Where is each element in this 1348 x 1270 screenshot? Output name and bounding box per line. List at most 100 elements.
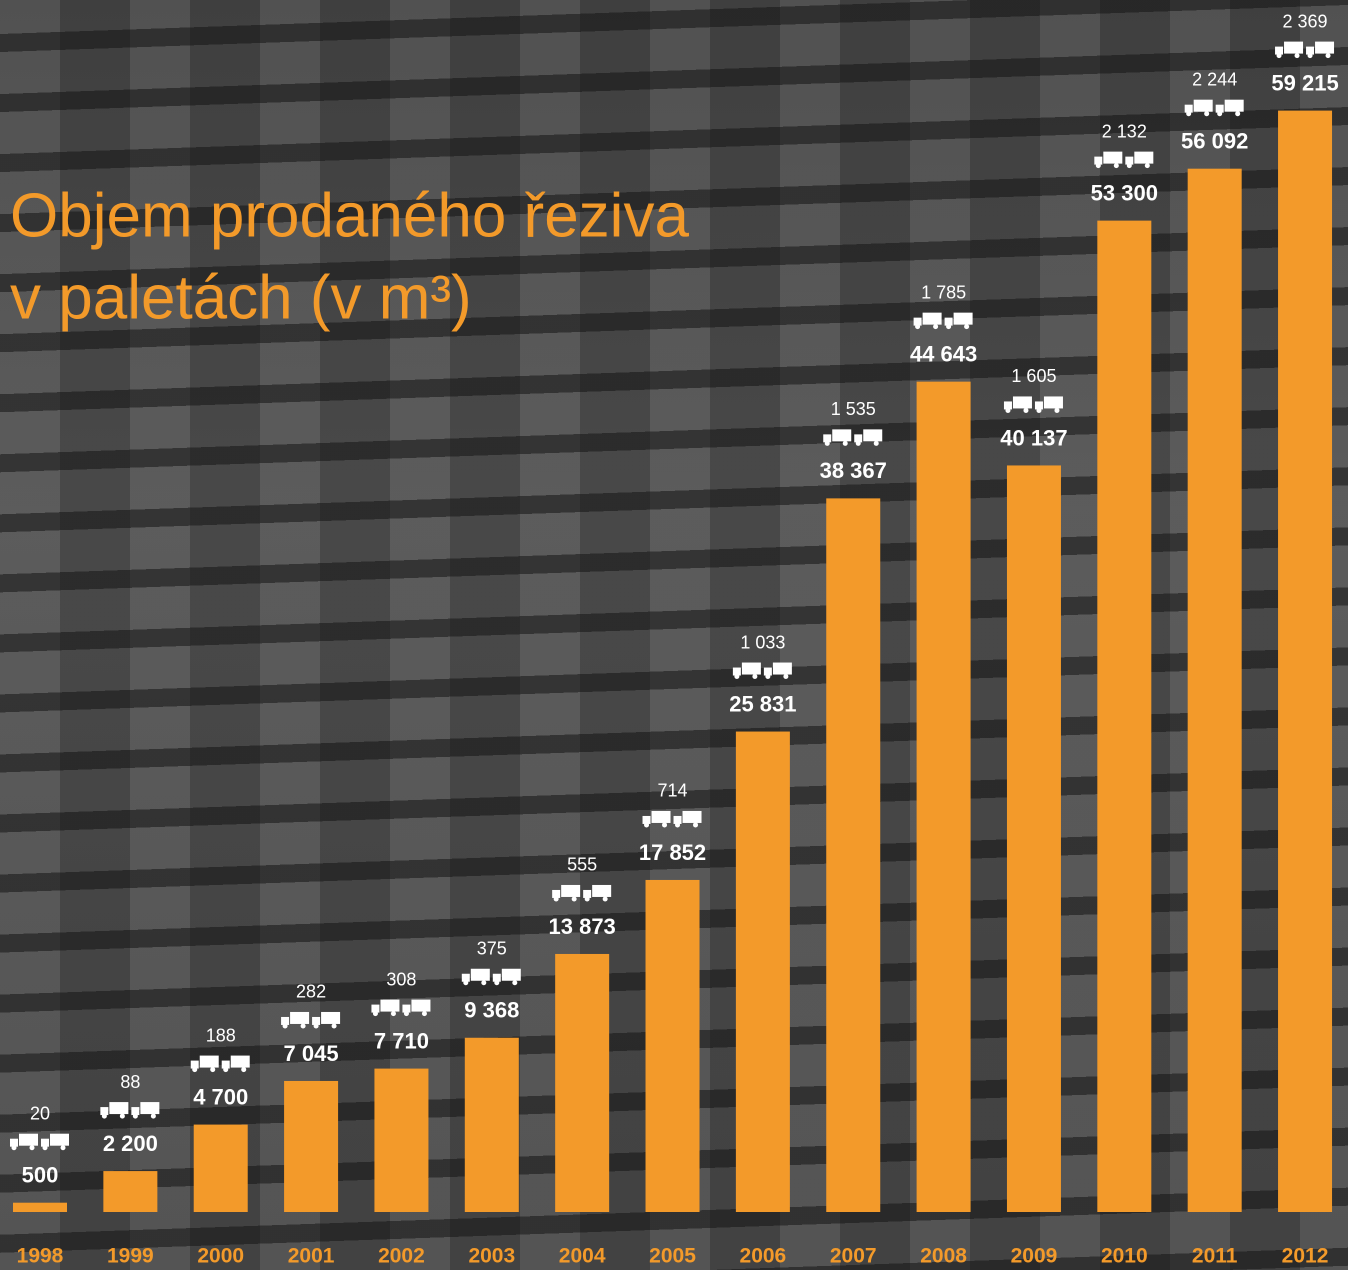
truck-icon <box>1275 41 1335 59</box>
truck-box <box>922 312 942 325</box>
x-tick-label: 1998 <box>17 1245 64 1268</box>
truck-box <box>199 1055 219 1068</box>
truck-wheel <box>223 1067 229 1073</box>
truck-box <box>230 1055 250 1068</box>
truck-box <box>50 1133 69 1146</box>
x-tick-label: 2005 <box>649 1245 696 1268</box>
truck-count-label: 375 <box>477 939 507 959</box>
truck-wheel <box>842 440 848 446</box>
truck-cab <box>1215 104 1224 113</box>
truck-icon <box>913 312 973 330</box>
bar <box>1278 110 1333 1213</box>
value-label: 7 045 <box>284 1041 339 1066</box>
truck-cab <box>642 815 651 824</box>
truck-wheel <box>1005 407 1011 413</box>
truck-count-label: 2 244 <box>1192 69 1237 89</box>
truck-cab <box>221 1060 230 1069</box>
truck-box <box>411 999 431 1012</box>
truck-wheel <box>494 980 500 986</box>
truck-cab <box>190 1060 199 1069</box>
truck-box <box>772 662 792 675</box>
truck-box <box>1315 41 1335 54</box>
bar <box>645 879 700 1212</box>
value-label: 17 852 <box>639 840 706 865</box>
truck-box <box>1134 151 1154 164</box>
x-tick-label: 2004 <box>559 1245 606 1268</box>
truck-wheel <box>101 1113 107 1119</box>
truck-cab <box>583 889 592 898</box>
truck-cab <box>1184 104 1193 113</box>
truck-box <box>561 884 581 897</box>
bar <box>555 953 610 1212</box>
bar <box>1006 465 1061 1213</box>
truck-icon <box>100 1102 160 1119</box>
truck-icon <box>823 429 883 446</box>
x-tick-label: 2010 <box>1101 1245 1148 1268</box>
value-label: 2 200 <box>103 1131 158 1156</box>
truck-cab <box>100 1107 109 1116</box>
truck-box <box>19 1133 38 1146</box>
truck-cab <box>1094 156 1103 165</box>
truck-cab <box>1125 156 1134 165</box>
truck-cab <box>1306 46 1315 55</box>
bar <box>284 1080 339 1212</box>
truck-cab <box>1275 46 1284 55</box>
truck-cab <box>10 1138 18 1147</box>
value-label: 53 300 <box>1091 180 1158 205</box>
truck-count-label: 188 <box>206 1025 236 1045</box>
truck-cab <box>41 1138 49 1147</box>
truck-box <box>1193 99 1213 112</box>
truck-cab <box>1003 401 1012 410</box>
truck-wheel <box>1126 163 1132 169</box>
value-label: 44 643 <box>910 341 977 366</box>
truck-box <box>1012 396 1032 409</box>
truck-count-label: 1 033 <box>740 632 785 652</box>
truck-box <box>321 1011 341 1024</box>
x-tick-label: 2009 <box>1011 1245 1058 1268</box>
truck-count-label: 714 <box>657 781 687 801</box>
x-tick-label: 2007 <box>830 1245 877 1268</box>
truck-wheel <box>42 1145 48 1151</box>
value-label: 25 831 <box>729 691 796 716</box>
truck-wheel <box>734 674 740 680</box>
x-tick-label: 2012 <box>1282 1245 1329 1268</box>
truck-wheel <box>584 896 590 902</box>
truck-box <box>470 968 490 981</box>
truck-wheel <box>192 1067 198 1073</box>
truck-wheel <box>403 1011 409 1017</box>
truck-wheel <box>824 440 830 446</box>
truck-wheel <box>644 822 650 828</box>
truck-wheel <box>390 1011 396 1017</box>
truck-wheel <box>693 822 699 828</box>
truck-box <box>290 1011 310 1024</box>
truck-wheel <box>1054 407 1060 413</box>
bar <box>826 498 881 1213</box>
chart-title: v paletách (v m³) <box>10 263 472 332</box>
bar <box>103 1171 158 1212</box>
truck-count-label: 2 132 <box>1102 121 1147 141</box>
truck-box <box>863 429 883 442</box>
truck-count-label: 1 535 <box>831 399 876 419</box>
truck-cab <box>371 1004 380 1013</box>
x-tick-label: 1999 <box>107 1245 154 1268</box>
truck-box <box>592 884 612 897</box>
truck-wheel <box>463 980 469 986</box>
truck-box <box>140 1102 160 1115</box>
bar <box>735 731 790 1212</box>
truck-wheel <box>765 674 771 680</box>
truck-wheel <box>60 1145 66 1151</box>
truck-wheel <box>752 674 758 680</box>
bar <box>916 381 971 1212</box>
truck-wheel <box>1325 53 1331 59</box>
truck-icon <box>552 884 612 902</box>
bar <box>13 1202 67 1212</box>
truck-box <box>380 999 400 1012</box>
bar <box>464 1037 519 1212</box>
truck-wheel <box>1217 111 1223 117</box>
truck-icon <box>461 968 521 986</box>
truck-cab <box>461 973 470 982</box>
truck-cab <box>402 1004 411 1013</box>
truck-icon <box>190 1055 250 1073</box>
truck-count-label: 1 785 <box>921 282 966 302</box>
value-label: 7 710 <box>374 1028 429 1053</box>
